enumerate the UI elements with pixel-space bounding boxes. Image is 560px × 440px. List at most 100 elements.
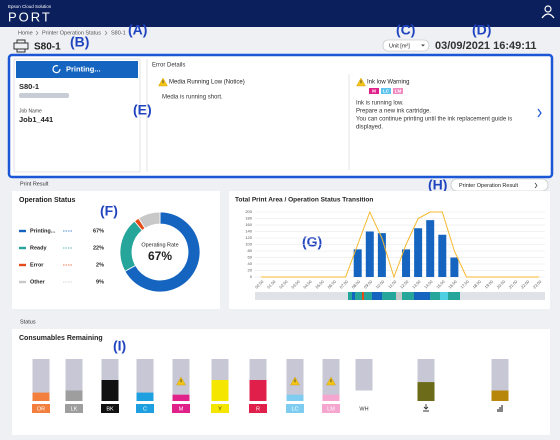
legend-value: 22% [93,245,104,251]
tank-level [65,390,83,401]
x-tick-label: 02:00 [278,278,289,289]
bar [365,231,374,277]
card-title: Total Print Area / Operation Status Tran… [235,197,373,204]
legend-label: Printing... [30,228,56,234]
user-icon[interactable] [541,5,555,19]
error-line: Ink is running low. [356,101,404,107]
x-tick-label: 11:00 [387,278,398,289]
annotation: (A) [128,22,147,38]
tank-label: M [179,406,184,412]
y-tick-label: 140 [245,229,252,234]
x-tick-label: 21:00 [508,278,519,289]
unit-dropdown[interactable]: Unit [m²] [382,39,430,52]
legend-label: Other [30,279,46,285]
legend-swatch [19,263,26,267]
strip-segment [414,292,430,300]
error-line: Prepare a new ink cartridge. [356,109,431,115]
tank-badge [322,404,340,413]
y-tick-label: 40 [248,261,253,266]
ink-badge-label: LC [383,88,390,93]
legend-swatch [19,246,26,250]
x-tick-label: 19:00 [483,278,494,289]
tank-level [417,382,435,401]
waste-icon [497,405,503,412]
strip-segment [348,292,460,300]
breadcrumb-separator [35,30,39,36]
error-line: Media is running short. [162,95,223,101]
tank-label: WH [359,406,368,412]
bar [438,234,447,277]
annotation: (E) [133,102,152,118]
donut-segment [138,211,161,229]
tank-level [355,390,373,401]
y-tick-label: 100 [245,242,252,247]
spinner [52,65,61,74]
tank-badge [136,404,154,413]
ink-badge-label: M [372,88,376,93]
x-tick-label: 23:00 [532,278,543,289]
bar [402,249,411,277]
tank [136,359,154,401]
breadcrumb-link[interactable]: Home [18,30,33,36]
annotation: (C) [396,22,415,38]
x-tick-label: 04:00 [302,278,313,289]
x-tick-label: 13:00 [411,278,422,289]
result-button[interactable]: Printer Operation Result [450,178,549,192]
datetime: 03/09/2021 16:49:11 [435,40,537,52]
panel-printer: S80-1 [19,82,39,91]
annotation: (I) [113,338,126,354]
tank-label: LC [291,406,298,412]
dropdown-caret[interactable] [421,44,425,47]
job-label: Job Name [19,108,42,114]
legend-value: 2% [96,262,104,268]
warning-mark [330,379,332,383]
header-bar [0,0,560,27]
error-item-title: Media Running Low (Notice) [169,80,245,86]
tank-level [172,394,190,401]
y-tick-label: 200 [245,209,252,214]
legend-value: 67% [93,228,104,234]
x-tick-label: 15:00 [435,278,446,289]
tank-label: Y [218,406,222,412]
brand-small: Epson Cloud Solution [8,4,52,9]
card [12,191,220,309]
breadcrumb-link[interactable]: Printer Operation Status [42,30,101,36]
tank-level [249,380,267,401]
tank-level [211,380,229,401]
tank-level [322,394,340,401]
dropdown-box[interactable] [382,39,430,52]
strip-segment [440,292,448,300]
button-chevron[interactable] [534,182,538,189]
x-tick-label: 06:00 [326,278,337,289]
tank-badge [249,404,267,413]
error-item-title: Ink low Warning [367,80,409,86]
tank-badge [286,404,304,413]
center-value: 67% [148,249,172,263]
x-tick-label: 18:00 [471,278,482,289]
job-name: Job1_441 [19,115,53,124]
tank-label: BK [106,406,114,412]
strip-segment [396,292,402,300]
x-tick-label: 17:00 [459,278,470,289]
button-text[interactable]: Printer Operation Result [459,183,518,189]
x-tick-label: 08:00 [351,278,362,289]
section-label: Status [20,319,36,325]
tank-label: C [143,406,147,412]
x-tick-label: 22:00 [520,278,531,289]
next-arrow[interactable] [537,108,542,118]
strip-segment [362,292,364,300]
warning-mark [180,379,182,383]
dropdown-text[interactable]: Unit [m²] [389,43,410,49]
x-tick-label: 07:00 [338,278,349,289]
x-tick-label: 16:00 [447,278,458,289]
tank-level [286,394,304,401]
legend-swatch [19,280,26,284]
warning-mark [360,80,362,84]
tank-badge [65,404,83,413]
y-tick-label: 80 [248,248,253,253]
x-tick-label: 12:00 [399,278,410,289]
x-tick-label: 05:00 [314,278,325,289]
ink-badge-label: LM [395,88,402,93]
